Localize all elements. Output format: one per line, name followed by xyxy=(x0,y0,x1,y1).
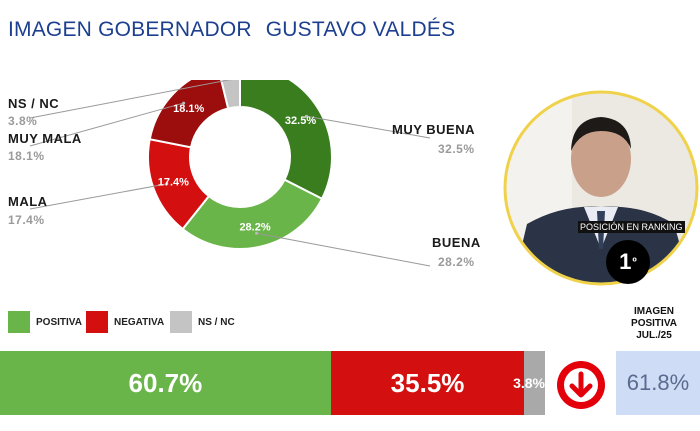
leader-dot-nsnc xyxy=(229,80,233,82)
leader-line-mala xyxy=(29,183,167,210)
governor-photo xyxy=(503,90,699,286)
bar-nsnc: 3.8% xyxy=(513,351,545,415)
nsnc-label: NS / NC xyxy=(8,96,60,111)
legend-negativa: NEGATIVA xyxy=(86,311,164,333)
leader-dot-muy-buena xyxy=(305,114,309,118)
legend-swatch-positiva xyxy=(8,311,30,333)
legend-positiva: POSITIVA xyxy=(8,311,82,333)
legend-swatch-nsnc xyxy=(170,311,192,333)
legend-label-positiva: POSITIVA xyxy=(36,316,82,328)
imagen-positiva-box: 61.8% xyxy=(616,351,700,415)
imagen-positiva-label: IMAGEN POSITIVA JUL./25 xyxy=(608,306,700,342)
buena-label: BUENA xyxy=(432,235,481,250)
legend-label-negativa: NEGATIVA xyxy=(114,316,165,328)
leader-dot-buena xyxy=(255,231,259,235)
bar-negativa: 35.5% xyxy=(330,351,525,415)
bar-positiva-value: 60.7% xyxy=(128,367,203,398)
ranking-position: 1 xyxy=(619,249,632,274)
bar-negativa-value: 35.5% xyxy=(390,367,465,398)
leader-dot-mala xyxy=(165,182,169,186)
down-arrow-icon xyxy=(557,361,605,409)
leader-line-nsnc xyxy=(29,80,231,119)
mala-label: MALA xyxy=(8,194,48,209)
slice-muy-buena xyxy=(239,80,333,201)
leader-line-muy-mala xyxy=(29,102,184,147)
slice-label-mala: 17.4% xyxy=(158,176,189,188)
muy-mala-value: 18.1% xyxy=(8,149,45,163)
legend-nsnc: NS / NC xyxy=(170,311,235,333)
buena-value: 28.2% xyxy=(438,255,475,269)
ip-line1: IMAGEN xyxy=(634,306,674,317)
ip-line3: JUL./25 xyxy=(636,330,672,341)
slice-label-muy-buena: 32.5% xyxy=(285,115,316,127)
bar-nsnc-value: 3.8% xyxy=(513,375,545,391)
title-part1: IMAGEN GOBERNADOR xyxy=(8,18,252,41)
donut-chart: 32.5% 28.2% 17.4% 18.1% xyxy=(29,80,431,267)
leader-line-buena xyxy=(256,232,431,267)
legend-label-nsnc: NS / NC xyxy=(198,316,235,328)
title-part2: GUSTAVO VALDÉS xyxy=(265,18,456,41)
bar-positiva: 60.7% xyxy=(0,351,331,415)
leader-dot-muy-mala xyxy=(182,101,186,105)
ip-line2: POSITIVA xyxy=(631,318,677,329)
muy-buena-label: MUY BUENA xyxy=(392,122,475,137)
imagen-positiva-value: 61.8% xyxy=(626,370,690,395)
nsnc-value: 3.8% xyxy=(8,114,38,128)
page-title: IMAGEN GOBERNADOR GUSTAVO VALDÉS xyxy=(8,18,455,42)
slice-label-buena: 28.2% xyxy=(239,221,270,233)
ranking-label: POSICIÓN EN RANKING xyxy=(578,221,685,233)
leader-line-muy-buena xyxy=(306,115,431,139)
muy-buena-value: 32.5% xyxy=(438,142,475,156)
slice-label-muy-mala: 18.1% xyxy=(173,103,204,115)
mala-value: 17.4% xyxy=(8,213,45,227)
slice-nsnc xyxy=(220,80,241,110)
slice-muy-mala xyxy=(148,80,230,149)
legend-swatch-negativa xyxy=(86,311,108,333)
ranking-suffix: º xyxy=(632,255,637,269)
slice-buena xyxy=(181,178,324,250)
muy-mala-label: MUY MALA xyxy=(8,131,82,146)
